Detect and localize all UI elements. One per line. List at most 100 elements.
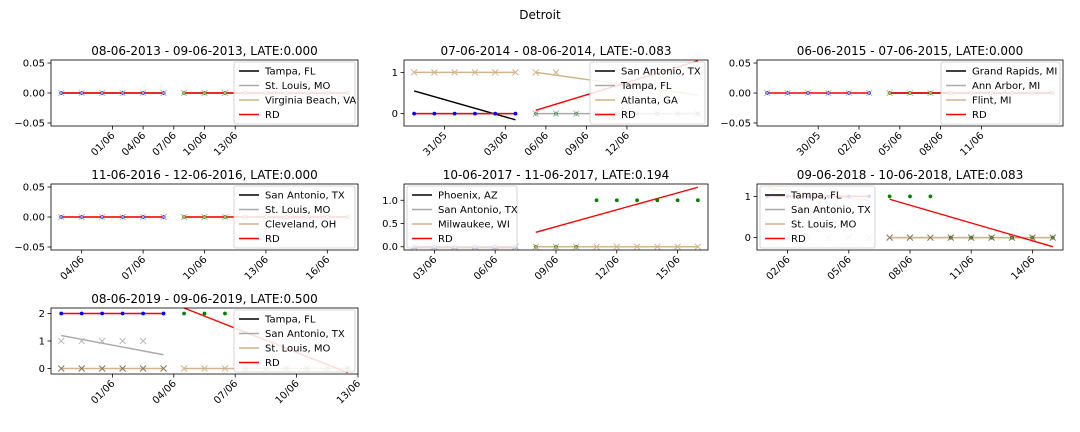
legend-label: Tampa, FL bbox=[790, 191, 842, 202]
x-tick-label: 08/06 bbox=[887, 254, 915, 282]
y-tick-label: 0.00 bbox=[23, 213, 45, 224]
data-point bbox=[655, 198, 660, 203]
y-tick-label: 0.05 bbox=[23, 59, 45, 70]
x-tick-label: 13/06 bbox=[243, 254, 271, 282]
x-tick-label: 31/05 bbox=[421, 130, 449, 158]
subplot-7: 08-06-2019 - 09-06-2019, LATE:0.500 0 1 2 01… bbox=[39, 292, 363, 407]
x-tick-label: 12/06 bbox=[604, 130, 632, 158]
x-tick-label: 30/05 bbox=[795, 130, 823, 158]
legend-label: RD bbox=[791, 234, 806, 245]
x-tick-label: 03/06 bbox=[482, 130, 510, 158]
data-point bbox=[493, 111, 498, 116]
x-tick-label: 16/06 bbox=[304, 254, 332, 282]
data-point-cross bbox=[927, 89, 934, 97]
data-point-cross bbox=[825, 89, 832, 97]
x-tick-label: 02/06 bbox=[765, 254, 793, 282]
x-tick-label: 08/06 bbox=[918, 130, 946, 158]
data-point-cross bbox=[1029, 234, 1036, 241]
data-point-cross bbox=[552, 110, 560, 117]
y-tick-label: −0.05 bbox=[720, 119, 751, 130]
x-tick-label: 07/06 bbox=[151, 130, 179, 158]
data-point-cross bbox=[180, 365, 188, 372]
data-point-cross bbox=[886, 89, 893, 97]
legend-label: Cleveland, OH bbox=[265, 220, 336, 231]
x-tick-label: 03/06 bbox=[411, 254, 439, 282]
data-point-cross bbox=[532, 69, 540, 76]
x-tick-label: 10/06 bbox=[274, 378, 302, 406]
y-tick-label: 1 bbox=[745, 192, 751, 203]
data-point-cross bbox=[180, 213, 188, 221]
data-point-cross bbox=[906, 234, 914, 241]
legend-box bbox=[233, 61, 356, 125]
legend-label: Virginia Beach, VA bbox=[265, 96, 356, 107]
legend-label: St. Louis, MO bbox=[265, 81, 330, 92]
legend-label: St. Louis, MO bbox=[265, 205, 330, 216]
data-point-cross bbox=[78, 213, 86, 221]
legend-box bbox=[233, 309, 356, 373]
x-tick-label: 13/06 bbox=[335, 378, 363, 406]
legend-label: Atlanta, GA bbox=[621, 96, 678, 107]
legend-label: Ann Arbor, MI bbox=[972, 81, 1040, 92]
data-point-cross bbox=[119, 213, 126, 221]
data-point bbox=[928, 194, 933, 199]
data-point-cross bbox=[593, 243, 600, 251]
data-point bbox=[79, 311, 84, 316]
plot-frame bbox=[403, 59, 709, 127]
data-point-cross bbox=[471, 69, 479, 76]
data-point bbox=[614, 198, 619, 203]
y-tick-label: 0.00 bbox=[729, 89, 751, 100]
legend-box bbox=[940, 61, 1061, 125]
data-point-cross bbox=[139, 337, 147, 345]
data-point bbox=[432, 111, 437, 116]
data-point bbox=[675, 198, 680, 203]
data-point-cross bbox=[98, 337, 106, 345]
data-point bbox=[223, 311, 227, 316]
legend-label: RD bbox=[972, 110, 987, 121]
legend: Tampa, FL San Antonio, TX St. Louis, MO RD bbox=[233, 309, 356, 373]
data-point bbox=[202, 311, 207, 316]
data-point-cross bbox=[1049, 234, 1057, 241]
y-tick-label: 0.05 bbox=[23, 183, 45, 194]
data-point-cross bbox=[967, 234, 975, 241]
data-point-cross bbox=[431, 69, 438, 76]
y-tick-label: 2 bbox=[39, 309, 45, 320]
y-tick-label: 0.00 bbox=[23, 89, 45, 100]
data-point-cross bbox=[78, 365, 86, 372]
legend-label: San Antonio, TX bbox=[265, 329, 345, 340]
legend-label: San Antonio, TX bbox=[791, 205, 871, 216]
figure-title: Detroit bbox=[519, 8, 561, 22]
y-tick-label: 1 bbox=[39, 337, 45, 348]
data-point bbox=[182, 311, 186, 316]
data-point bbox=[695, 198, 700, 203]
data-point-cross bbox=[988, 234, 995, 241]
data-point-cross bbox=[221, 89, 229, 97]
data-point bbox=[120, 311, 125, 316]
subplot-4: 11-06-2016 - 12-06-2016, LATE:0.000 −0.05… bbox=[14, 168, 359, 283]
x-tick-label: 06/06 bbox=[523, 130, 551, 158]
data-point-cross bbox=[201, 213, 208, 221]
y-tick-label: −0.05 bbox=[14, 119, 45, 130]
legend-box bbox=[589, 61, 706, 125]
data-point-cross bbox=[98, 365, 106, 372]
data-point-cross bbox=[763, 89, 771, 97]
subplot-1: 08-06-2013 - 09-06-2013, LATE:0.000 −0.05… bbox=[14, 44, 359, 159]
legend-label: San Antonio, TX bbox=[621, 67, 701, 78]
x-tick-label: 09/06 bbox=[533, 254, 561, 282]
data-point-cross bbox=[201, 365, 208, 372]
subplot-2: 07-06-2014 - 08-06-2014, LATE:-0.083 0 1 31… bbox=[392, 44, 709, 159]
data-point-cross bbox=[139, 89, 147, 97]
data-point bbox=[412, 111, 417, 116]
data-point bbox=[594, 198, 599, 203]
y-tick-label: 0.05 bbox=[729, 59, 751, 70]
legend-label: Grand Rapids, MI bbox=[972, 67, 1057, 78]
data-point-cross bbox=[139, 213, 147, 221]
data-point-cross bbox=[119, 365, 126, 372]
data-point-cross bbox=[674, 243, 681, 251]
data-point-cross bbox=[572, 243, 580, 251]
series-line bbox=[889, 198, 1053, 248]
data-point-cross bbox=[906, 89, 914, 97]
legend-label: Tampa, FL bbox=[264, 315, 316, 326]
data-point-cross bbox=[927, 234, 934, 241]
x-tick-label: 04/06 bbox=[59, 254, 87, 282]
x-tick-label: 14/06 bbox=[1009, 254, 1037, 282]
